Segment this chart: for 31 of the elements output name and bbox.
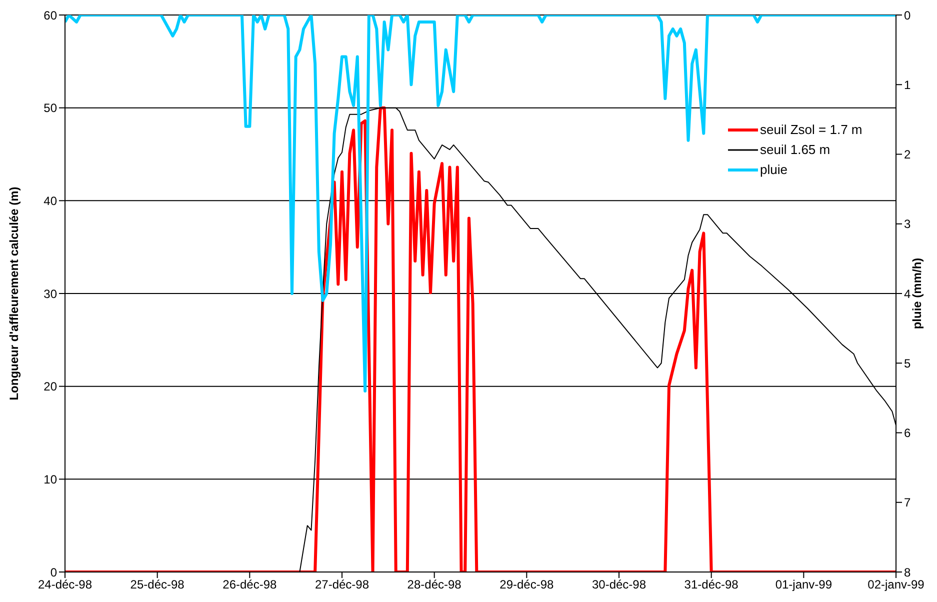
x-tick-label: 30-déc-98	[592, 578, 646, 592]
x-tick-label: 28-déc-98	[407, 578, 462, 592]
y2-tick-label: 0	[904, 8, 911, 22]
y-tick-label: 30	[44, 286, 58, 301]
x-tick-label: 31-déc-98	[684, 578, 739, 592]
y-tick-label: 60	[44, 8, 58, 22]
x-tick-label: 27-déc-98	[314, 578, 370, 592]
y-tick-label: 10	[44, 472, 58, 486]
y2-tick-label: 8	[904, 565, 911, 580]
x-tick-label: 25-déc-98	[130, 578, 185, 592]
y-axis-title: Longueur d'affleurement calculée (m)	[7, 186, 21, 400]
y-tick-label: 0	[50, 565, 58, 580]
y2-tick-label: 7	[904, 496, 911, 510]
y2-tick-label: 5	[904, 356, 911, 370]
y2-tick-label: 3	[904, 217, 911, 232]
legend-label: seuil 1.65 m	[760, 141, 830, 159]
y-tick-label: 40	[44, 194, 58, 208]
y2-tick-label: 1	[904, 78, 911, 92]
x-tick-label: 01-janv-99	[775, 578, 832, 592]
x-tick-label: 26-déc-98	[222, 578, 278, 592]
x-tick-label: 24-déc-98	[38, 578, 92, 592]
y-tick-label: 50	[44, 101, 58, 116]
y2-tick-label: 6	[904, 426, 911, 440]
y-tick-label: 20	[44, 380, 58, 394]
legend-label: pluie	[760, 161, 788, 179]
y2-tick-label: 4	[904, 286, 911, 301]
legend-label: seuil Zsol = 1.7 m	[760, 121, 862, 139]
y2-tick-label: 2	[904, 148, 911, 162]
x-tick-label: 02-janv-99	[868, 578, 925, 592]
x-tick-label: 29-déc-98	[500, 578, 554, 592]
y2-axis-title: pluie (mm/h)	[910, 258, 924, 330]
